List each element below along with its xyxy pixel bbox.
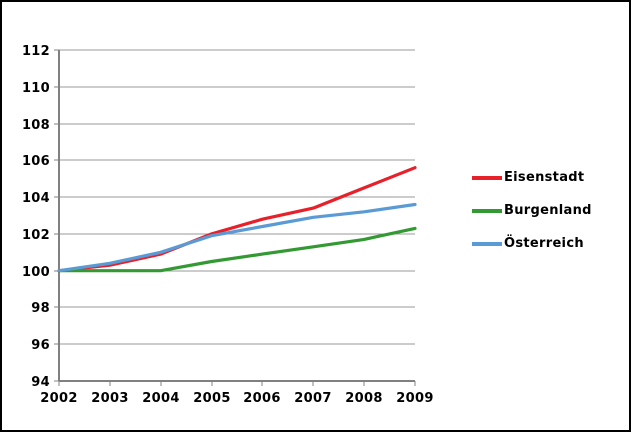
x-tick-label: 2002 — [40, 391, 77, 406]
series-line-burgenland — [57, 226, 417, 273]
y-tick-label: 98 — [31, 301, 50, 316]
series-line-eisenstadt — [57, 166, 417, 273]
x-tick-label: 2009 — [396, 391, 433, 406]
x-tick-label: 2007 — [294, 391, 331, 406]
y-tick-label: 102 — [22, 228, 50, 243]
y-tick-label: 106 — [22, 154, 50, 169]
y-tick-label: 100 — [22, 265, 50, 280]
legend-label-eisenstadt: Eisenstadt — [504, 170, 585, 185]
y-tick-label: 104 — [22, 191, 50, 206]
legend-item-burgenland: Burgenland — [472, 202, 592, 219]
y-tick-label: 108 — [22, 118, 50, 133]
y-tick-label: 96 — [31, 338, 50, 353]
legend-label-burgenland: Burgenland — [504, 203, 592, 218]
legend-swatch-oesterreich — [472, 241, 502, 246]
legend-item-oesterreich: Österreich — [472, 235, 592, 252]
legend-label-oesterreich: Österreich — [504, 236, 584, 251]
y-tick-label: 112 — [22, 44, 50, 59]
x-tick-label: 2006 — [243, 391, 280, 406]
y-tick-label: 110 — [22, 81, 50, 96]
series-line-sterreich — [57, 202, 417, 273]
x-tick-label: 2005 — [193, 391, 230, 406]
x-tick-label: 2004 — [142, 391, 179, 406]
legend-swatch-eisenstadt — [472, 175, 502, 180]
y-tick-label: 94 — [31, 375, 50, 390]
legend-item-eisenstadt: Eisenstadt — [472, 169, 592, 186]
legend-swatch-burgenland — [472, 208, 502, 213]
x-tick-label: 2008 — [345, 391, 382, 406]
x-tick-label: 2003 — [91, 391, 128, 406]
chart-legend: Eisenstadt Burgenland Österreich — [472, 169, 592, 268]
